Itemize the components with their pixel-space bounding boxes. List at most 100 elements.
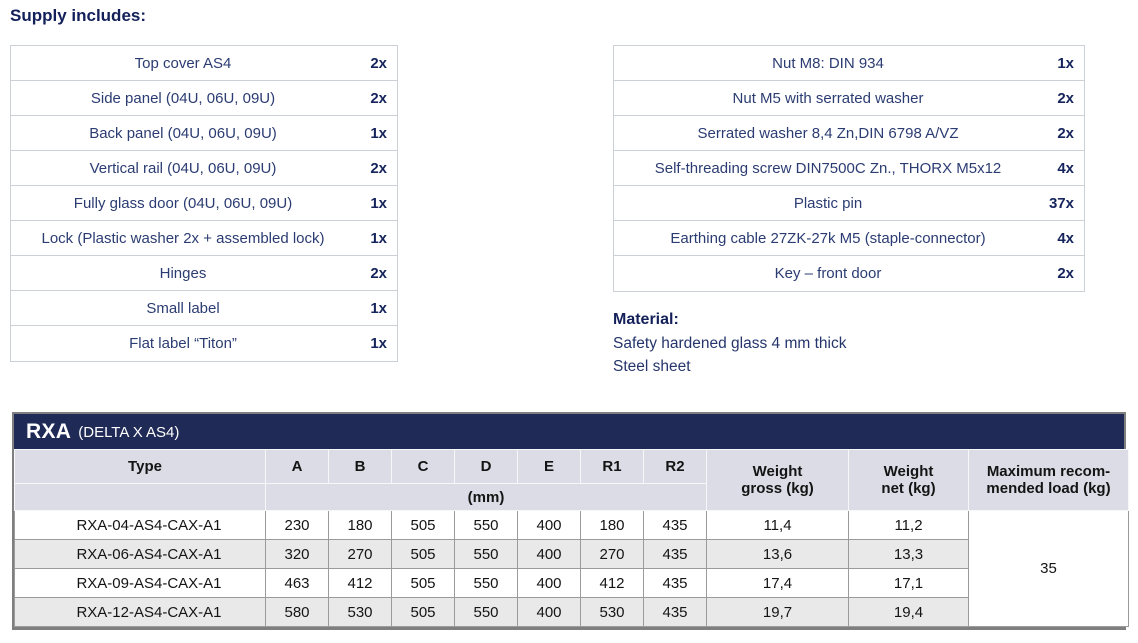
dim-cell: 270 <box>328 539 392 569</box>
dim-cell: 505 <box>391 539 455 569</box>
supply-row: Nut M8: DIN 934 1x <box>614 46 1084 81</box>
col-header-weight-net: Weight net (kg) <box>848 449 969 511</box>
product-row: RXA-04-AS4-CAX-A1 230 180 505 550 400 18… <box>14 510 1129 627</box>
dim-cell: 270 <box>580 539 644 569</box>
col-header-b: B <box>328 449 392 484</box>
supply-row: Small label 1x <box>11 291 397 326</box>
dim-cell: 180 <box>580 510 644 540</box>
supply-row: Self-threading screw DIN7500C Zn., THORX… <box>614 151 1084 186</box>
type-cell: RXA-12-AS4-CAX-A1 <box>14 597 266 627</box>
weight-net-cell: 19,4 <box>848 597 969 627</box>
dim-cell: 505 <box>391 510 455 540</box>
item-qty: 2x <box>370 89 387 107</box>
dim-cell: 530 <box>580 597 644 627</box>
item-qty: 4x <box>1057 159 1074 177</box>
weight-gross-cell: 17,4 <box>706 568 849 598</box>
item-name: Back panel (04U, 06U, 09U) <box>89 124 277 142</box>
col-header-weight-gross: Weight gross (kg) <box>706 449 849 511</box>
dim-cell: 180 <box>328 510 392 540</box>
col-header-e: E <box>517 449 581 484</box>
supply-row: Lock (Plastic washer 2x + assembled lock… <box>11 221 397 256</box>
product-row: RXA-09-AS4-CAX-A1 463 412 505 550 400 41… <box>14 568 1129 598</box>
supply-row: Key – front door 2x <box>614 256 1084 291</box>
weight-gross-cell: 13,6 <box>706 539 849 569</box>
material-line: Steel sheet <box>613 358 691 375</box>
item-name: Lock (Plastic washer 2x + assembled lock… <box>41 229 325 247</box>
item-name: Small label <box>146 299 220 317</box>
supply-row: Fully glass door (04U, 06U, 09U) 1x <box>11 186 397 221</box>
item-qty: 2x <box>1057 89 1074 107</box>
product-series: RXA <box>26 419 72 443</box>
item-name: Plastic pin <box>793 194 863 212</box>
header-line: Maximum recom- <box>986 463 1111 480</box>
dim-cell: 320 <box>265 539 329 569</box>
type-cell: RXA-06-AS4-CAX-A1 <box>14 539 266 569</box>
item-name: Earthing cable 27ZK-27k M5 (staple-conne… <box>670 229 986 247</box>
dim-cell: 435 <box>643 539 707 569</box>
col-header-max-load: Maximum recom- mended load (kg) <box>968 449 1129 511</box>
product-spec-table: RXA (DELTA X AS4) Type A B C D E R1 R2 W… <box>12 412 1129 630</box>
unit-row-empty-cell <box>14 483 266 511</box>
item-name: Fully glass door (04U, 06U, 09U) <box>73 194 293 212</box>
supply-row: Back panel (04U, 06U, 09U) 1x <box>11 116 397 151</box>
item-name: Nut M8: DIN 934 <box>772 54 884 72</box>
weight-net-cell: 17,1 <box>848 568 969 598</box>
supply-row: Nut M5 with serrated washer 2x <box>614 81 1084 116</box>
header-row: Type A B C D E R1 R2 Weight gross (kg) W… <box>14 449 1129 511</box>
product-table-title-band: RXA (DELTA X AS4) <box>14 414 1124 449</box>
material-heading: Material: <box>613 311 679 328</box>
item-name: Flat label “Titon” <box>129 335 237 352</box>
dim-cell: 550 <box>454 568 518 598</box>
product-row: RXA-06-AS4-CAX-A1 320 270 505 550 400 27… <box>14 539 1129 569</box>
supply-row: Top cover AS4 2x <box>11 46 397 81</box>
item-name: Side panel (04U, 06U, 09U) <box>90 89 276 107</box>
product-row: RXA-12-AS4-CAX-A1 580 530 505 550 400 53… <box>14 597 1129 627</box>
supply-table-right: Nut M8: DIN 934 1x Nut M5 with serrated w… <box>613 45 1085 292</box>
item-qty: 1x <box>370 299 387 317</box>
spec-table: Type A B C D E R1 R2 Weight gross (kg) W… <box>14 449 1129 627</box>
material-section: Material: Safety hardened glass 4 mm thi… <box>613 311 846 378</box>
dim-cell: 435 <box>643 510 707 540</box>
material-line: Safety hardened glass 4 mm thick <box>613 335 847 352</box>
type-cell: RXA-04-AS4-CAX-A1 <box>14 510 266 540</box>
item-qty: 1x <box>1057 54 1074 72</box>
item-qty: 1x <box>370 124 387 142</box>
supply-row: Flat label “Titon” 1x <box>11 326 397 361</box>
supply-row: Vertical rail (04U, 06U, 09U) 2x <box>11 151 397 186</box>
weight-net-cell: 11,2 <box>848 510 969 540</box>
dim-cell: 230 <box>265 510 329 540</box>
dim-cell: 400 <box>517 510 581 540</box>
dim-cell: 412 <box>328 568 392 598</box>
item-qty: 1x <box>370 335 387 352</box>
dim-cell: 463 <box>265 568 329 598</box>
supply-row: Earthing cable 27ZK-27k M5 (staple-conne… <box>614 221 1084 256</box>
supply-row: Serrated washer 8,4 Zn,DIN 6798 A/VZ 2x <box>614 116 1084 151</box>
header-line: mended load (kg) <box>986 480 1111 497</box>
col-header-r1: R1 <box>580 449 644 484</box>
dim-cell: 550 <box>454 597 518 627</box>
item-qty: 2x <box>370 264 387 282</box>
item-name: Key – front door <box>774 265 882 282</box>
dim-cell: 580 <box>265 597 329 627</box>
dim-cell: 530 <box>328 597 392 627</box>
product-series-subtitle: (DELTA X AS4) <box>78 424 180 441</box>
weight-net-cell: 13,3 <box>848 539 969 569</box>
weight-gross-cell: 11,4 <box>706 510 849 540</box>
supply-row: Side panel (04U, 06U, 09U) 2x <box>11 81 397 116</box>
item-name: Self-threading screw DIN7500C Zn., THORX… <box>654 159 1002 177</box>
item-qty: 1x <box>370 194 387 212</box>
col-header-a: A <box>265 449 329 484</box>
header-line: gross (kg) <box>741 480 814 497</box>
header-line: Weight <box>883 463 934 480</box>
supply-row: Plastic pin 37x <box>614 186 1084 221</box>
dim-cell: 505 <box>391 597 455 627</box>
item-qty: 4x <box>1057 229 1074 247</box>
item-name: Top cover AS4 <box>134 54 232 72</box>
dim-cell: 550 <box>454 539 518 569</box>
item-qty: 37x <box>1048 194 1074 212</box>
dim-cell: 435 <box>643 597 707 627</box>
item-qty: 2x <box>370 54 387 72</box>
max-load-cell: 35 <box>968 510 1129 627</box>
dim-cell: 400 <box>517 539 581 569</box>
page-title: Supply includes: <box>10 6 147 25</box>
